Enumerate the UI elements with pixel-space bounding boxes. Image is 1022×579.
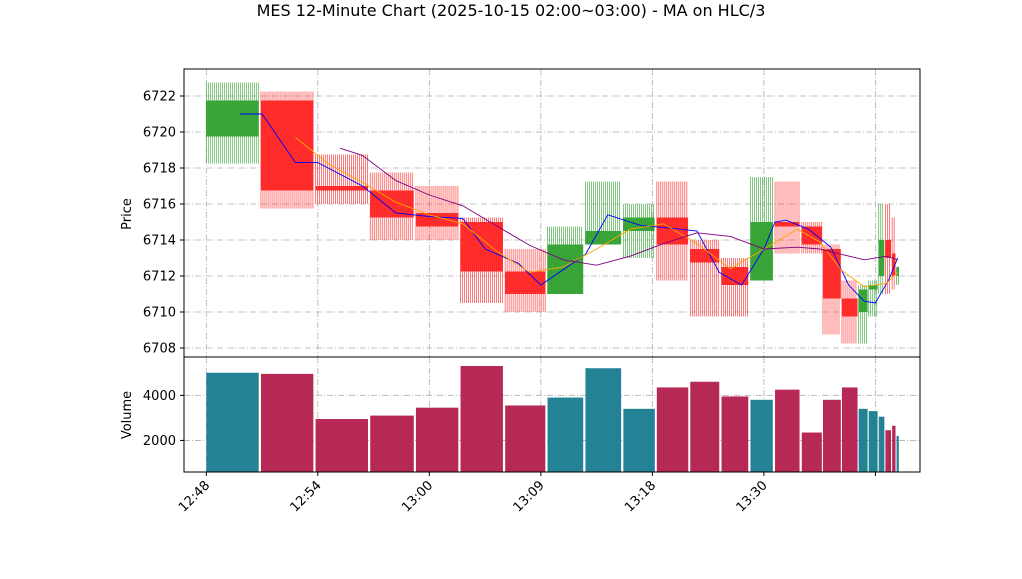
candle-body bbox=[878, 240, 885, 276]
candle-body bbox=[505, 271, 546, 294]
price-ytick-label: 6712 bbox=[143, 270, 176, 285]
xtick-label: 13:30 bbox=[734, 478, 771, 515]
volume-bar bbox=[896, 435, 899, 472]
candle-body bbox=[460, 222, 503, 272]
xtick-label: 13:09 bbox=[511, 478, 548, 515]
volume-bar bbox=[690, 381, 720, 472]
candle bbox=[822, 244, 841, 335]
volume-bar bbox=[206, 372, 259, 472]
moving-average-line-1 bbox=[239, 113, 899, 304]
candle bbox=[504, 249, 546, 312]
candle bbox=[721, 258, 749, 317]
xtick-label: 13:18 bbox=[622, 478, 659, 515]
candle-body bbox=[775, 222, 800, 227]
candle-body bbox=[260, 100, 314, 191]
candle bbox=[205, 82, 259, 164]
volume-bar bbox=[868, 411, 878, 472]
volume-bar bbox=[656, 387, 689, 472]
candle-body bbox=[585, 231, 622, 245]
candle-body bbox=[690, 249, 720, 263]
volume-bar bbox=[370, 415, 414, 472]
moving-average-line-2 bbox=[295, 137, 899, 288]
volume-bar bbox=[858, 408, 868, 472]
volume-bar bbox=[892, 425, 896, 472]
candle bbox=[623, 204, 655, 258]
candle-body bbox=[750, 222, 773, 281]
candle bbox=[656, 181, 689, 281]
volume-bar bbox=[841, 387, 858, 472]
candle bbox=[415, 186, 459, 240]
price-ytick-label: 6714 bbox=[143, 234, 176, 249]
chart-title: MES 12-Minute Chart (2025-10-15 02:00~03… bbox=[257, 1, 766, 20]
volume-bar bbox=[547, 397, 584, 472]
volume-axis-label: Volume bbox=[120, 391, 135, 439]
candle-body bbox=[206, 100, 259, 137]
volume-bar bbox=[585, 368, 622, 472]
candle bbox=[891, 217, 896, 290]
candle bbox=[858, 285, 868, 344]
candle-body bbox=[547, 244, 584, 294]
candle-body bbox=[822, 249, 841, 299]
price-ytick-label: 6722 bbox=[143, 90, 176, 105]
volume-bar bbox=[775, 389, 800, 472]
candle-body bbox=[868, 285, 878, 290]
candle-body bbox=[623, 217, 655, 231]
candle bbox=[774, 181, 800, 254]
candle bbox=[260, 91, 314, 209]
volume-bar bbox=[721, 396, 749, 472]
xtick-label: 13:00 bbox=[399, 478, 436, 515]
volume-bar bbox=[878, 416, 885, 472]
volume-panel-frame bbox=[183, 356, 921, 473]
price-bars bbox=[205, 82, 899, 344]
candle-body bbox=[721, 267, 749, 285]
volume-bar bbox=[822, 399, 841, 472]
volume-bar bbox=[623, 408, 655, 472]
price-ytick-label: 6718 bbox=[143, 162, 176, 177]
volume-bar bbox=[801, 432, 822, 472]
candle bbox=[315, 154, 368, 204]
xtick-label: 12:54 bbox=[288, 478, 325, 515]
candle bbox=[878, 204, 885, 294]
volume-ytick-label: 4000 bbox=[143, 389, 176, 404]
volume-bar bbox=[315, 419, 368, 472]
candle-body bbox=[415, 213, 459, 227]
candle bbox=[750, 177, 773, 281]
candle-body bbox=[858, 289, 868, 312]
moving-average-lines bbox=[239, 113, 899, 304]
volume-bar bbox=[260, 373, 314, 472]
candle bbox=[841, 280, 858, 344]
moving-average-line-3 bbox=[339, 147, 898, 266]
candle bbox=[369, 172, 414, 240]
price-ytick-label: 6716 bbox=[143, 198, 176, 213]
candle-body bbox=[370, 190, 414, 218]
volume-ytick-label: 2000 bbox=[143, 434, 176, 449]
volume-y-axis-ticks: 2000 4000 bbox=[143, 389, 184, 449]
candle-body bbox=[896, 267, 899, 276]
candle bbox=[585, 181, 622, 245]
volume-bar bbox=[505, 405, 546, 472]
volume-bar bbox=[460, 366, 503, 472]
xtick-label: 12:48 bbox=[176, 478, 213, 515]
volume-bar bbox=[885, 430, 892, 472]
price-y-axis-ticks: 6708 6710 6712 6714 6716 6718 6720 6722 bbox=[143, 90, 184, 357]
candle bbox=[460, 217, 503, 303]
candle-body bbox=[841, 298, 858, 317]
price-ytick-label: 6720 bbox=[143, 126, 176, 141]
candle-body bbox=[892, 253, 896, 276]
volume-bar bbox=[750, 399, 773, 472]
price-ytick-label: 6710 bbox=[143, 306, 176, 321]
candle-body bbox=[315, 186, 368, 191]
candle bbox=[896, 267, 899, 285]
volume-bars bbox=[206, 366, 899, 472]
price-ytick-label: 6708 bbox=[143, 342, 176, 357]
candle-body bbox=[885, 240, 892, 258]
volume-bar bbox=[415, 407, 459, 472]
price-axis-label: Price bbox=[120, 198, 135, 230]
candle bbox=[689, 240, 720, 317]
candle-body bbox=[656, 217, 689, 245]
x-axis-ticks: 12:48 12:54 13:00 13:09 13:18 13:30 bbox=[176, 472, 876, 515]
